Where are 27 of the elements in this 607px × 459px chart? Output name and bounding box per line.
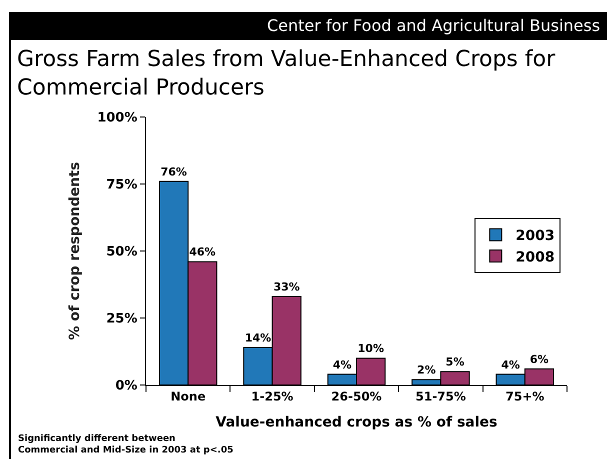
- x-tick-label: 1-25%: [251, 389, 294, 404]
- data-label: 4%: [332, 358, 352, 372]
- chart-title: Gross Farm Sales from Value-Enhanced Crops for Commercial Producers: [17, 47, 556, 101]
- x-tick-label: 51-75%: [415, 389, 466, 404]
- y-tick-label: 25%: [106, 312, 138, 327]
- text: Center for Food and Agricultural Business: [267, 16, 600, 35]
- y-tick-label: 75%: [106, 178, 138, 193]
- y-tick-label: 50%: [106, 244, 138, 260]
- x-tick-label: 75+%: [506, 389, 544, 404]
- data-label: 14%: [244, 331, 272, 344]
- data-label: 6%: [530, 352, 549, 366]
- x-tick-label: None: [170, 389, 206, 404]
- data-label: 33%: [273, 280, 300, 294]
- legend-label: 2008: [516, 249, 555, 266]
- x-axis-title: Value-enhanced crops as % of sales: [216, 414, 498, 431]
- y-tick-label: 100%: [97, 110, 138, 126]
- x-tick-label: 26-50%: [331, 389, 382, 404]
- data-label: 10%: [358, 342, 384, 356]
- y-tick-label: 0%: [115, 378, 138, 394]
- data-label: 5%: [446, 356, 464, 369]
- legend-label: 2003: [516, 228, 555, 244]
- y-axis-title: % of crop respondents: [66, 162, 83, 340]
- data-label: 76%: [160, 165, 187, 178]
- data-label: 2%: [417, 364, 436, 377]
- text: Significantly different between Commercial and Mid-Size in 2003 at p<.05: [18, 434, 234, 456]
- data-label: 4%: [501, 358, 520, 372]
- data-label: 46%: [189, 246, 216, 259]
